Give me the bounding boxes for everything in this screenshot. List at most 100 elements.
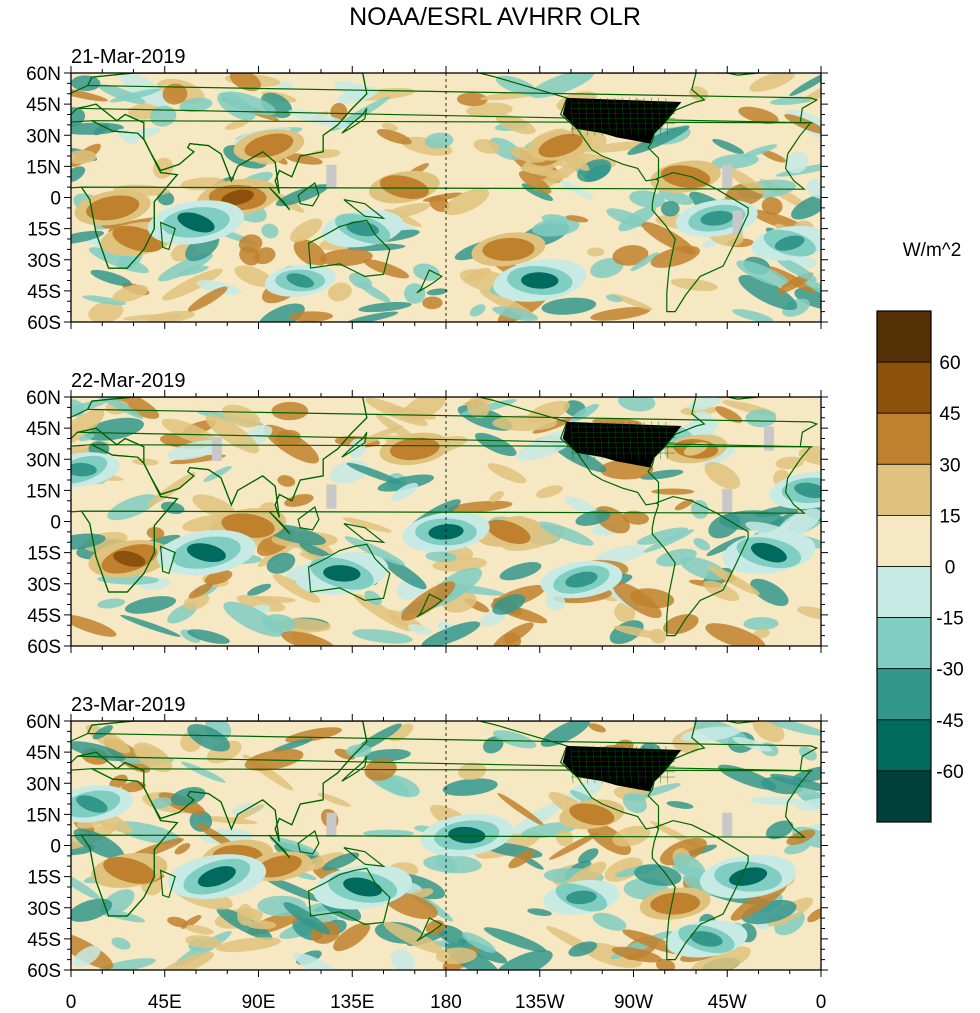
texture-blob <box>289 218 323 243</box>
texture-blob <box>742 144 778 158</box>
coastline <box>159 221 176 251</box>
texture-blob <box>421 621 481 646</box>
coastline <box>651 819 749 961</box>
axis-ticks <box>64 66 828 329</box>
texture-blob <box>334 748 356 760</box>
coastline <box>416 917 443 942</box>
texture-blob <box>753 628 770 639</box>
texture-blob <box>736 260 791 288</box>
texture-blob <box>732 309 774 322</box>
us-state-lines <box>562 97 682 144</box>
texture-blob <box>391 482 419 502</box>
texture-blob <box>73 828 125 860</box>
texture-blob <box>627 125 690 155</box>
texture-blob <box>78 433 95 442</box>
texture-blob <box>797 606 821 620</box>
texture-blob <box>706 535 746 557</box>
texture-blob <box>497 793 545 827</box>
texture-blob <box>650 245 700 268</box>
texture-blob <box>691 500 709 519</box>
texture-blob <box>288 109 350 128</box>
texture-blob <box>622 792 647 814</box>
texture-blob <box>458 938 508 964</box>
texture-blob <box>688 397 722 411</box>
texture-blob <box>205 414 260 454</box>
texture-blob <box>548 832 599 860</box>
texture-blob <box>425 551 457 563</box>
colorbar-frame <box>876 310 932 823</box>
anomaly-cell <box>547 139 574 152</box>
coastline <box>716 397 759 400</box>
texture-blob <box>715 406 743 423</box>
texture-blob <box>630 252 660 272</box>
texture-blob <box>656 548 697 567</box>
colorbar-tick-label: -45 <box>936 711 963 732</box>
texture-blob <box>357 281 391 303</box>
texture-blob <box>71 150 97 164</box>
y-tick-label: 45N <box>26 419 61 440</box>
coastline <box>307 219 391 278</box>
anomaly-cell <box>448 826 486 844</box>
y-tick-label: 60S <box>27 637 61 658</box>
texture-blob <box>284 494 314 507</box>
texture-blob <box>499 562 542 581</box>
texture-blob <box>174 843 191 855</box>
colorbar-segment <box>876 617 932 670</box>
anomaly-cell <box>661 896 690 911</box>
texture-blob <box>161 418 217 445</box>
colorbar-segment <box>876 719 932 772</box>
texture-blob <box>333 922 371 952</box>
x-axis-labels: 0 45E 90E 135E 180 135W 90W 45W 0 <box>66 992 827 1013</box>
texture-blob <box>745 409 777 428</box>
missing-data-cell <box>326 812 337 837</box>
texture-blob <box>181 761 226 783</box>
texture-blob <box>187 286 228 312</box>
texture-blob <box>761 197 783 216</box>
anomaly-cell <box>71 462 97 477</box>
texture-blob <box>429 196 450 212</box>
y-tick-label: 15S <box>27 220 61 241</box>
texture-blob <box>342 517 392 533</box>
texture-blob <box>785 152 809 174</box>
texture-blob <box>275 184 329 207</box>
map-panel-1: 60N 45N 30N 15N 0 15S 30S 45S 60S 21-Mar-2019 <box>26 46 828 334</box>
texture-blob <box>71 399 85 417</box>
texture-blob <box>492 730 537 749</box>
texture-blob <box>680 726 741 742</box>
anomaly-cell <box>122 232 153 246</box>
anomaly-cell <box>565 571 598 588</box>
texture-blob <box>423 854 482 874</box>
texture-blob <box>784 114 821 135</box>
y-tick-label: 15S <box>27 544 61 565</box>
coastline <box>71 768 179 917</box>
texture-blob <box>404 283 426 304</box>
anomaly-cell <box>266 860 293 873</box>
texture-blob <box>88 301 124 322</box>
anomaly-cell <box>343 877 383 897</box>
texture-blob <box>229 73 261 92</box>
texture-blob <box>536 485 563 499</box>
texture-blob <box>390 949 415 970</box>
panel-date-label: 22-Mar-2019 <box>71 370 186 392</box>
texture-blob <box>352 629 413 644</box>
texture-blob <box>532 218 580 237</box>
texture-blob <box>363 259 410 279</box>
anomaly-cell <box>114 862 145 879</box>
texture-blob <box>724 166 766 195</box>
texture-blob <box>377 474 435 492</box>
texture-blob <box>389 723 414 742</box>
y-tick-label: 60N <box>26 64 61 85</box>
texture-blob <box>663 614 699 635</box>
texture-blob <box>71 898 113 922</box>
texture-blob <box>121 781 146 793</box>
texture-blob <box>317 792 351 807</box>
texture-blob <box>656 958 676 970</box>
texture-blob <box>381 122 399 131</box>
texture-blob <box>643 529 695 553</box>
texture-blob <box>281 631 335 646</box>
texture-blob <box>666 801 694 809</box>
y-tick-label: 15N <box>26 157 61 178</box>
coastline <box>71 120 179 269</box>
texture-blob <box>185 935 222 949</box>
texture-blob <box>568 941 598 957</box>
